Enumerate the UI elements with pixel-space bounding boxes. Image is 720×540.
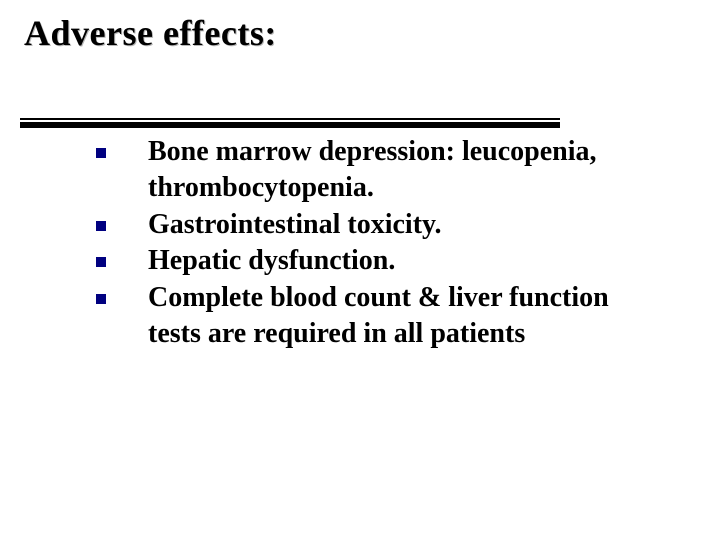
bullet-icon [96, 148, 106, 158]
slide-body: Bone marrow depression: leucopenia, thro… [96, 134, 656, 352]
list-item-text: Complete blood count & liver function te… [148, 280, 656, 353]
divider-thick [20, 122, 560, 128]
list-item: Hepatic dysfunction. [96, 243, 656, 279]
slide: Adverse effects: Bone marrow depression:… [0, 0, 720, 540]
bullet-icon [96, 257, 106, 267]
slide-title: Adverse effects: [24, 12, 277, 54]
list-item-text: Hepatic dysfunction. [148, 243, 656, 279]
list-item-text: Bone marrow depression: leucopenia, thro… [148, 134, 656, 207]
divider-thin [20, 118, 560, 120]
list-item: Bone marrow depression: leucopenia, thro… [96, 134, 656, 207]
bullet-icon [96, 221, 106, 231]
list-item-text: Gastrointestinal toxicity. [148, 207, 656, 243]
bullet-icon [96, 294, 106, 304]
list-item: Gastrointestinal toxicity. [96, 207, 656, 243]
list-item: Complete blood count & liver function te… [96, 280, 656, 353]
